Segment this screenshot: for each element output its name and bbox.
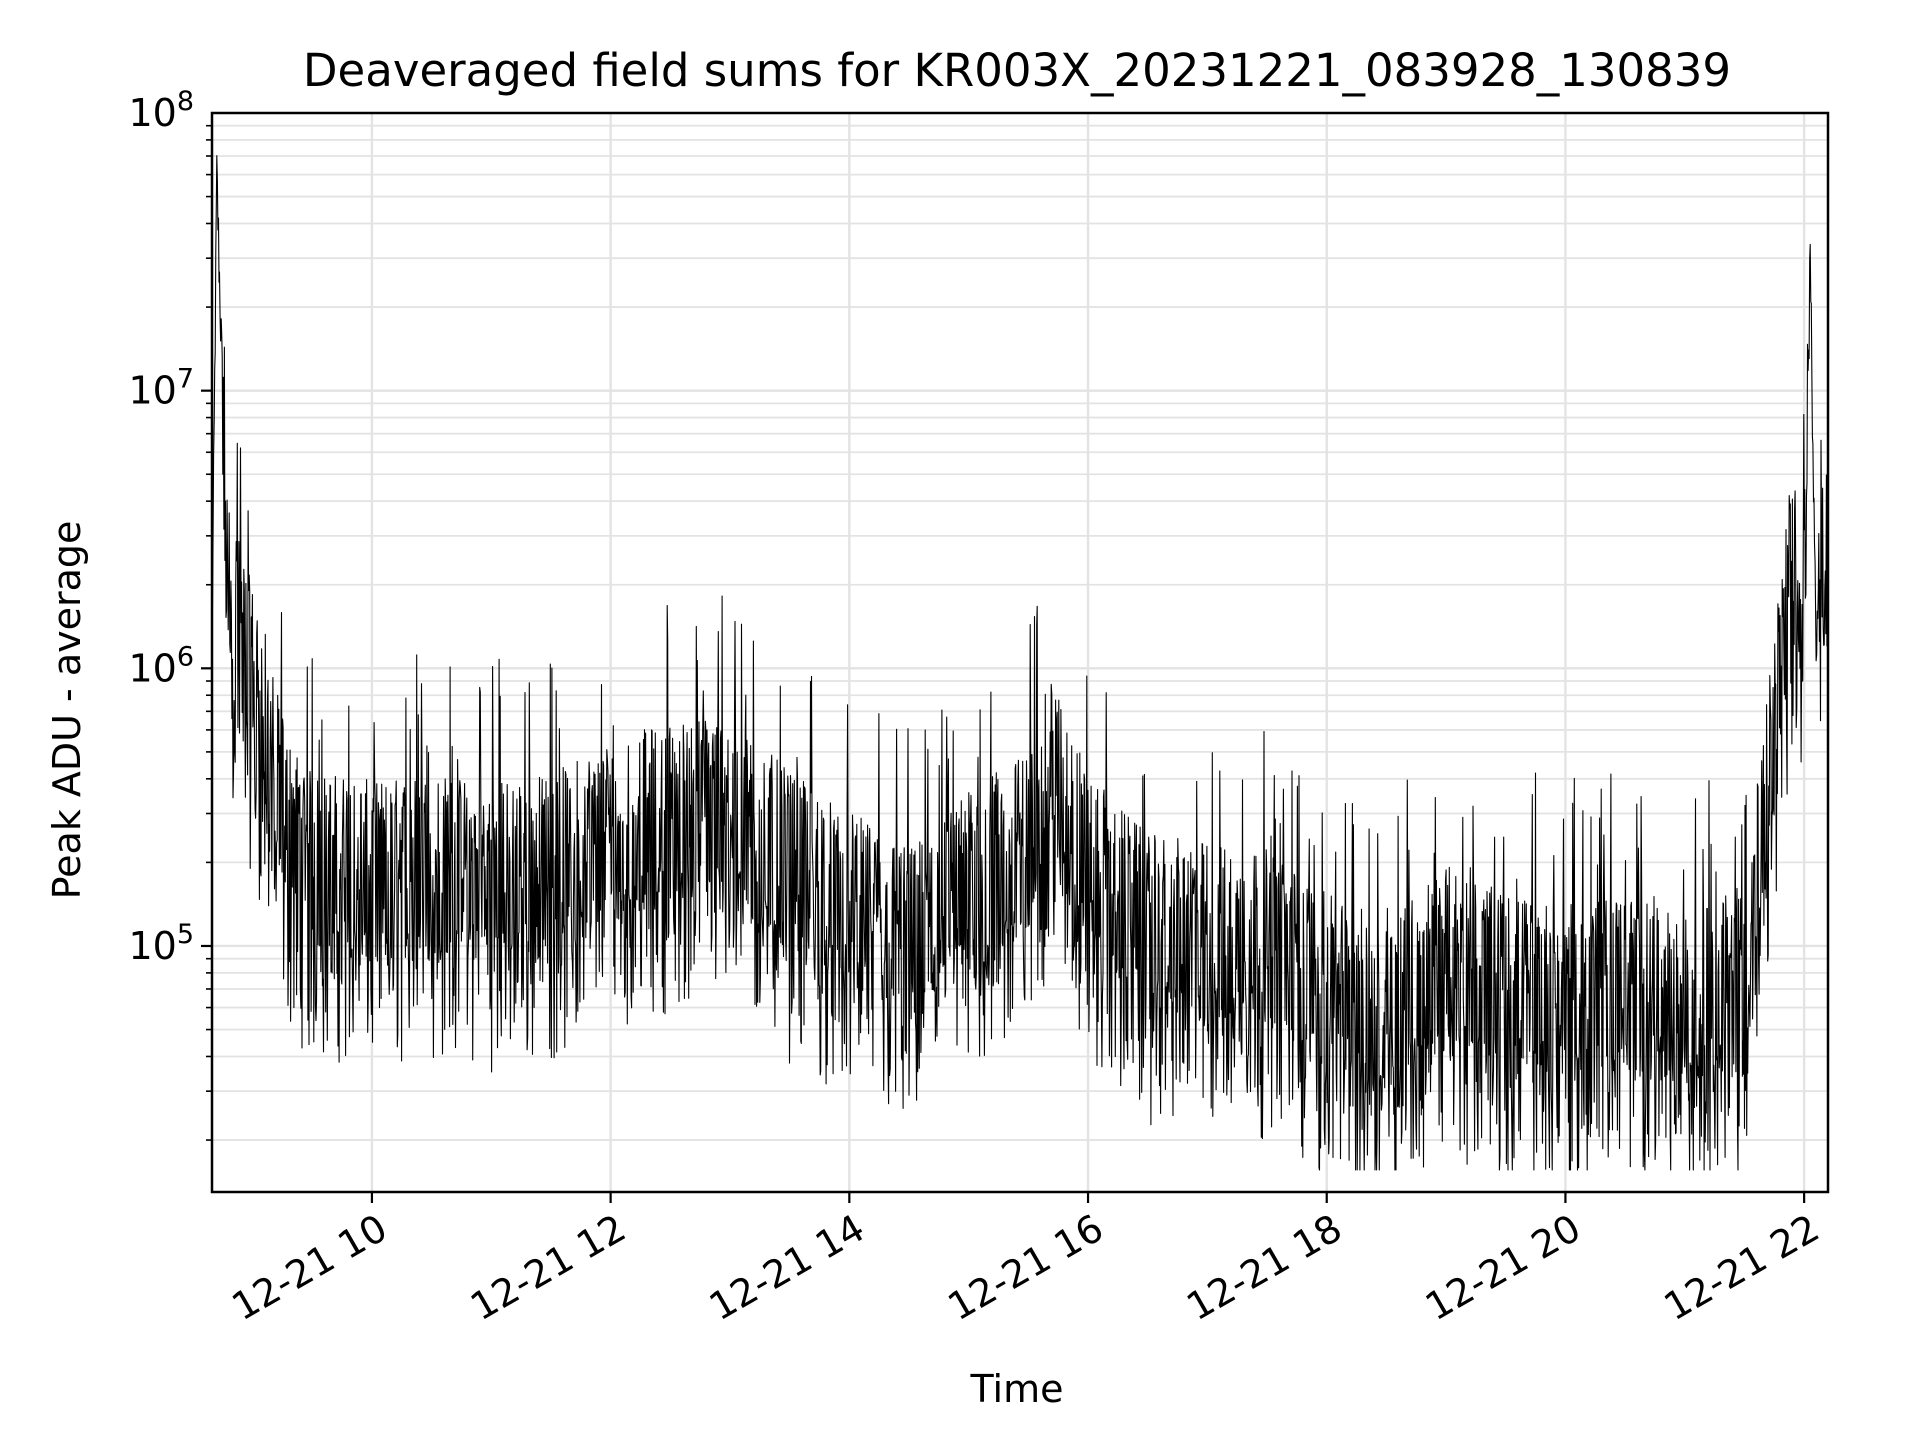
y-tick-label: 108 — [128, 86, 194, 135]
chart-title: Deaveraged field sums for KR003X_2023122… — [303, 44, 1731, 97]
series-layer — [211, 155, 1829, 1171]
y-tick-label: 107 — [128, 364, 194, 413]
series-line — [211, 155, 1829, 1171]
x-axis-label: Time — [970, 1367, 1064, 1411]
grid — [212, 113, 1828, 1192]
plot-frame — [210, 111, 1830, 1194]
y-tick-label: 105 — [128, 919, 194, 968]
y-axis-label: Peak ADU - average — [45, 521, 89, 900]
y-tick-label: 106 — [128, 641, 194, 690]
